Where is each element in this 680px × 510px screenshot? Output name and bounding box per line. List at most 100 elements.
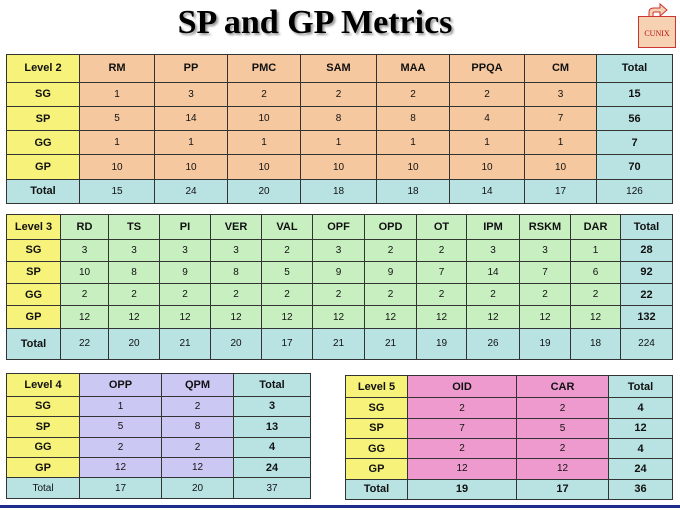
table-cell: 2 xyxy=(416,238,467,262)
table-cell: 3 xyxy=(524,81,597,107)
level-label: Level 5 xyxy=(345,374,408,399)
table-cell: 3 xyxy=(159,238,211,262)
row-total: 15 xyxy=(596,81,673,107)
table-cell: 2 xyxy=(161,436,234,458)
table-cell: 12 xyxy=(210,305,262,329)
table-cell: 6 xyxy=(570,260,621,285)
level-label: Level 3 xyxy=(6,214,61,240)
column-header: VER xyxy=(210,214,262,240)
column-header: TS xyxy=(108,214,160,240)
table-cell: 9 xyxy=(364,260,417,285)
table-cell: 12 xyxy=(466,305,520,329)
table-cell: 2 xyxy=(449,81,525,107)
logo-box xyxy=(638,16,676,48)
table-cell: 1 xyxy=(300,130,377,156)
grand-total: 37 xyxy=(233,477,311,499)
total-row: Total 22 20 21 20 17 21 21 19 26 19 18 224 xyxy=(6,327,673,361)
table-cell: 2 xyxy=(159,283,211,307)
table-cell: 8 xyxy=(210,260,262,285)
total-cell: 20 xyxy=(227,178,301,205)
logo-text: CUNIX xyxy=(644,29,670,38)
table-cell: 12 xyxy=(60,305,109,329)
table-cell: 9 xyxy=(312,260,365,285)
table-cell: 10 xyxy=(376,154,450,180)
table-cell: 10 xyxy=(300,154,377,180)
level-label: Level 4 xyxy=(6,373,80,397)
arrow-icon xyxy=(648,2,668,23)
row-total: 92 xyxy=(620,260,673,285)
table-cell: 3 xyxy=(312,238,365,262)
table-cell: 8 xyxy=(108,260,160,285)
table-cell: 1 xyxy=(524,130,597,156)
row-total: 22 xyxy=(620,283,673,307)
table-row: GG 1 1 1 1 1 1 1 7 xyxy=(6,130,673,156)
table-cell: 14 xyxy=(466,260,520,285)
row-label: GP xyxy=(6,154,80,180)
table-cell: 9 xyxy=(159,260,211,285)
table-cell: 1 xyxy=(376,130,450,156)
column-header: OPF xyxy=(312,214,365,240)
table-row: SP 5 14 10 8 8 4 7 56 xyxy=(6,105,673,132)
table-cell: 12 xyxy=(570,305,621,329)
row-label: SP xyxy=(6,416,80,438)
level-4-table: Level 4 OPP QPM Total SG 1 2 3 SP 5 8 13 GG 2 2 4 GP 12 12… xyxy=(6,373,311,499)
table-cell: 2 xyxy=(300,81,377,107)
column-header: OID xyxy=(407,374,517,399)
table-cell: 12 xyxy=(108,305,160,329)
table-cell: 12 xyxy=(261,305,313,329)
row-label: SP xyxy=(6,105,80,132)
table-cell: 5 xyxy=(261,260,313,285)
column-header: OPD xyxy=(364,214,417,240)
column-header: MAA xyxy=(376,54,450,83)
table-cell: 3 xyxy=(60,238,109,262)
total-cell: 19 xyxy=(416,327,467,361)
table-row: SG 2 2 4 xyxy=(345,397,673,419)
table-cell: 7 xyxy=(416,260,467,285)
column-header: SAM xyxy=(300,54,377,83)
table-cell: 2 xyxy=(519,283,571,307)
column-header: OPP xyxy=(79,373,162,397)
table-cell: 5 xyxy=(516,417,609,439)
column-header: QPM xyxy=(161,373,234,397)
header-row: Level 2 RM PP PMC SAM MAA PPQA CM Total xyxy=(6,54,673,83)
table-row: GG 2 2 4 xyxy=(345,437,673,460)
table-cell: 3 xyxy=(210,238,262,262)
table-cell: 2 xyxy=(261,283,313,307)
table-cell: 1 xyxy=(79,81,155,107)
level-label: Level 2 xyxy=(6,54,80,83)
table-cell: 2 xyxy=(466,283,520,307)
table-row: GP 12 12 24 xyxy=(6,456,311,479)
column-header: RD xyxy=(60,214,109,240)
total-cell: 21 xyxy=(364,327,417,361)
table-cell: 3 xyxy=(466,238,520,262)
total-cell: 15 xyxy=(79,178,155,205)
total-header: Total xyxy=(596,54,673,83)
column-header: VAL xyxy=(261,214,313,240)
total-header: Total xyxy=(608,374,673,399)
level-3-table: Level 3 RD TS PI VER VAL OPF OPD OT IPM RSKM DAR Tot… xyxy=(6,214,673,361)
table-cell: 2 xyxy=(161,395,234,418)
table-cell: 10 xyxy=(227,105,301,132)
bottom-rule xyxy=(0,505,680,508)
total-cell: 20 xyxy=(108,327,160,361)
total-cell: 24 xyxy=(154,178,228,205)
table-cell: 1 xyxy=(79,130,155,156)
table-cell: 5 xyxy=(79,416,162,438)
table-cell: 1 xyxy=(79,395,162,418)
header-row: Level 5 OID CAR Total xyxy=(345,374,673,399)
row-label: SG xyxy=(6,395,80,418)
column-header: RSKM xyxy=(519,214,571,240)
total-row-label: Total xyxy=(6,178,80,205)
table-row: SP 7 5 12 xyxy=(345,417,673,439)
total-cell: 17 xyxy=(524,178,597,205)
table-cell: 2 xyxy=(210,283,262,307)
table-cell: 10 xyxy=(79,154,155,180)
total-cell: 17 xyxy=(516,478,609,501)
column-header: DAR xyxy=(570,214,621,240)
row-total: 56 xyxy=(596,105,673,132)
column-header: PPQA xyxy=(449,54,525,83)
grand-total: 126 xyxy=(596,178,673,205)
column-header: PP xyxy=(154,54,228,83)
header-row: Level 4 OPP QPM Total xyxy=(6,373,311,397)
table-cell: 10 xyxy=(449,154,525,180)
